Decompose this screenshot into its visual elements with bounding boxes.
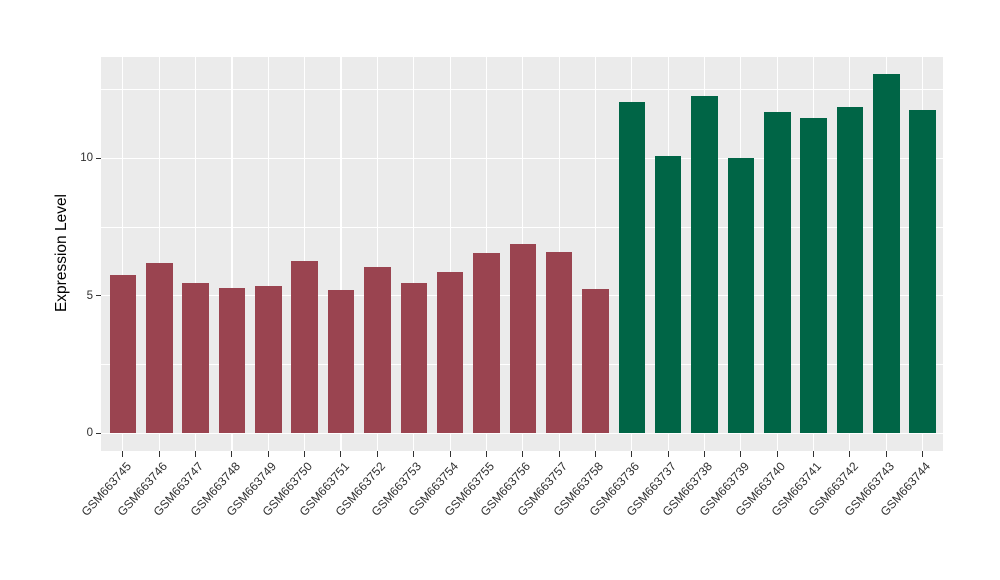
x-tick-mark (594, 451, 596, 457)
x-tick-mark (267, 451, 269, 457)
gridline-v (594, 56, 597, 451)
x-tick-mark (740, 451, 742, 457)
bar-GSM663758 (582, 288, 609, 434)
gridline-v (340, 56, 342, 451)
x-tick-mark (922, 451, 924, 457)
x-tick-mark (631, 451, 633, 457)
x-tick-mark (849, 451, 851, 457)
gridline-h-minor (101, 226, 943, 228)
x-tick-mark (885, 451, 887, 457)
bar-GSM663743 (873, 74, 900, 434)
gridline-h-minor (101, 89, 943, 90)
bar-GSM663742 (836, 107, 864, 434)
x-tick-mark (340, 451, 342, 457)
gridline-v (449, 56, 451, 451)
bar-GSM663755 (473, 253, 500, 434)
x-tick-mark (813, 451, 815, 457)
bar-GSM663756 (509, 243, 536, 434)
bar-GSM663750 (291, 261, 318, 434)
gridline-v (267, 56, 269, 451)
y-tick-label: 10 (80, 152, 93, 165)
bar-GSM663754 (436, 272, 464, 434)
x-tick-mark (413, 451, 415, 457)
bar-GSM663737 (654, 155, 682, 434)
bar-GSM663747 (182, 283, 209, 434)
y-tick-mark (95, 432, 101, 434)
x-tick-mark (376, 451, 378, 457)
bar-GSM663751 (327, 290, 355, 434)
gridline-v (413, 56, 415, 451)
bar-GSM663748 (218, 287, 246, 434)
bar-GSM663746 (146, 262, 173, 434)
x-tick-mark (158, 451, 160, 457)
x-tick-mark (449, 451, 451, 457)
bar-GSM663741 (800, 118, 827, 434)
x-tick-mark (704, 451, 706, 457)
x-tick-mark (304, 451, 306, 457)
bar-GSM663744 (909, 110, 936, 434)
bar-GSM663757 (545, 251, 573, 434)
gridline-v (304, 56, 306, 451)
x-tick-mark (522, 451, 524, 457)
x-tick-mark (485, 451, 487, 457)
y-tick-label: 0 (86, 427, 93, 440)
x-tick-mark (231, 451, 233, 457)
y-tick-label: 5 (86, 289, 93, 302)
bar-GSM663738 (691, 96, 718, 434)
y-tick-mark (95, 295, 101, 297)
gridline-v (376, 56, 378, 451)
bar-GSM663736 (618, 101, 646, 434)
bar-GSM663739 (727, 158, 755, 434)
x-tick-mark (776, 451, 778, 457)
plot-panel (101, 56, 943, 451)
bar-GSM663752 (364, 266, 391, 434)
gridline-v (195, 56, 197, 451)
x-tick-mark (667, 451, 669, 457)
gridline-h-major (101, 157, 943, 159)
bar-GSM663753 (400, 283, 427, 434)
gridline-v (231, 56, 233, 451)
x-tick-mark (122, 451, 124, 457)
x-tick-mark (195, 451, 197, 457)
gridline-v (158, 56, 160, 451)
y-axis-title: Expression Level (53, 193, 70, 313)
gridline-v (122, 56, 124, 451)
bar-GSM663740 (764, 111, 791, 434)
x-tick-mark (558, 451, 560, 457)
y-tick-mark (95, 157, 101, 159)
bar-GSM663745 (109, 275, 137, 434)
bar-GSM663749 (255, 286, 282, 434)
